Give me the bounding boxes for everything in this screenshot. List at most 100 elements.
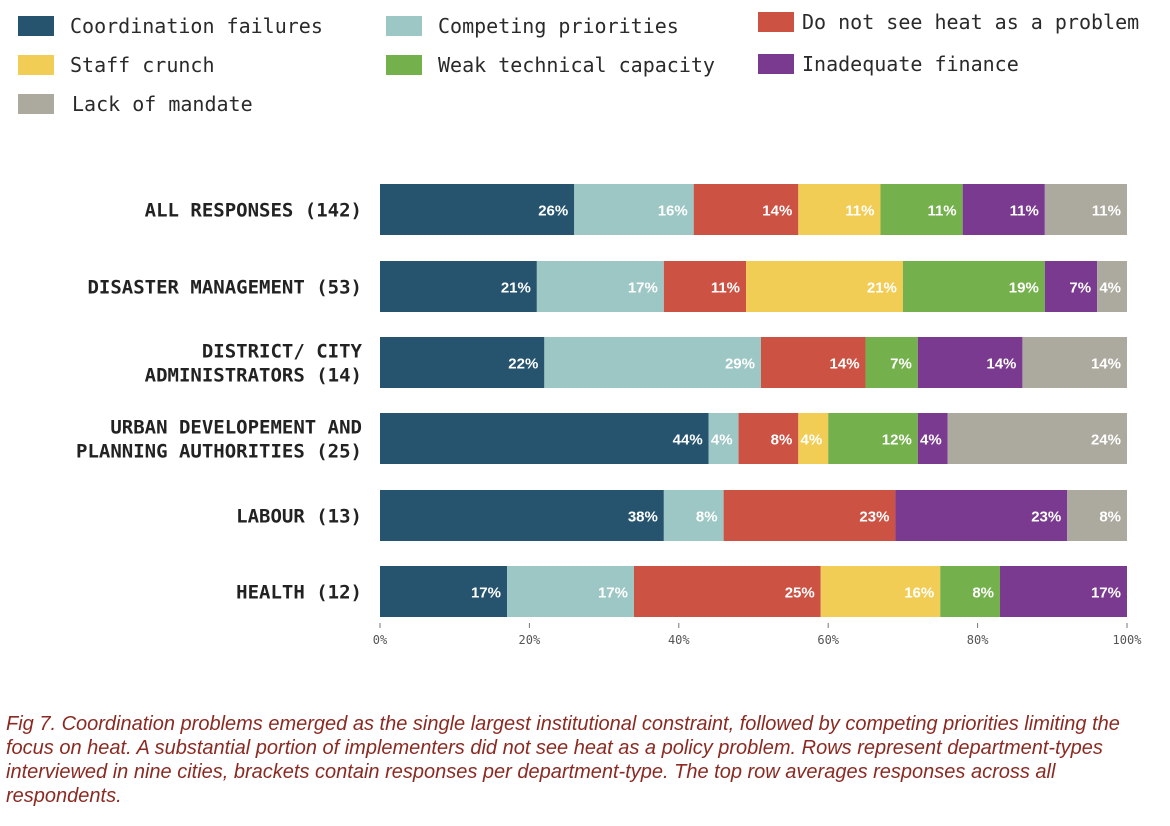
- bar-segment: [380, 337, 545, 388]
- figure-caption: Fig 7. Coordination problems emerged as …: [6, 713, 1120, 807]
- legend-label: Lack of mandate: [72, 92, 253, 116]
- bar-value-label: 23%: [859, 509, 889, 526]
- row-label: ALL RESPONSES (142): [145, 200, 362, 222]
- legend-item-competing-priorities: Competing priorities: [386, 14, 679, 38]
- legend-label: Inadequate finance: [802, 52, 1019, 76]
- bar-segment: [536, 261, 664, 312]
- legend-item-inadequate-finance: Inadequate finance: [758, 52, 1019, 76]
- row-label-line: ADMINISTRATORS (14): [145, 365, 362, 387]
- bar-segment: [723, 490, 896, 541]
- legend-swatch: [758, 12, 794, 32]
- legend-item-not-a-problem: Do not see heat as a problem: [758, 10, 1139, 34]
- bar-value-label: 21%: [867, 280, 897, 297]
- legend-swatch: [386, 55, 422, 75]
- bar-value-label: 4%: [711, 432, 733, 449]
- row-label: LABOUR (13): [236, 506, 362, 528]
- bar-segment: [708, 413, 739, 464]
- bar-segment: [828, 413, 918, 464]
- x-tick-label: 100%: [1113, 633, 1143, 647]
- bar-value-label: 4%: [801, 432, 823, 449]
- x-tick-label: 60%: [817, 633, 839, 647]
- bar-segment: [880, 184, 963, 235]
- legend-swatch: [18, 94, 54, 114]
- row-label-line: HEALTH (12): [236, 582, 362, 604]
- legend-label: Staff crunch: [70, 53, 215, 77]
- bar-value-label: 25%: [785, 585, 815, 602]
- bar-value-label: 4%: [920, 432, 942, 449]
- bar-segment: [1067, 490, 1127, 541]
- bar-value-label: 38%: [628, 509, 658, 526]
- bar-segment: [798, 413, 829, 464]
- bar-segment: [380, 184, 575, 235]
- bar-value-label: 17%: [598, 585, 628, 602]
- bar-segment: [1044, 261, 1098, 312]
- legend-swatch: [758, 54, 794, 74]
- bar-value-label: 16%: [904, 585, 934, 602]
- x-tick-label: 40%: [668, 633, 690, 647]
- bar-segment: [947, 413, 1127, 464]
- bar-value-label: 8%: [1099, 509, 1121, 526]
- bar-value-label: 14%: [830, 356, 860, 373]
- bar-value-label: 17%: [471, 585, 501, 602]
- bar-segment: [380, 490, 664, 541]
- legend-item-coordination-failures: Coordination failures: [18, 14, 323, 38]
- bar-value-label: 4%: [1099, 280, 1121, 297]
- legend-label: Weak technical capacity: [438, 53, 715, 77]
- bar-value-label: 21%: [501, 280, 531, 297]
- bar-value-label: 19%: [1009, 280, 1039, 297]
- row-label: DISASTER MANAGEMENT (53): [87, 277, 362, 299]
- bar-segment: [917, 337, 1023, 388]
- bar-value-label: 11%: [1092, 203, 1121, 220]
- bar-segment: [633, 566, 821, 617]
- bar-value-label: 7%: [1069, 280, 1091, 297]
- bar-segment: [1044, 184, 1127, 235]
- bar-segment: [917, 413, 948, 464]
- bar-value-label: 14%: [1091, 356, 1121, 373]
- row-label: URBAN DEVELOPEMENT AND PLANNING AUTHORITI…: [76, 417, 362, 463]
- bar-segment: [574, 184, 694, 235]
- x-tick-label: 0%: [373, 633, 388, 647]
- bar-segment: [544, 337, 761, 388]
- bar-segment: [865, 337, 918, 388]
- bar-value-label: 11%: [711, 280, 740, 297]
- bar-segment: [380, 566, 507, 617]
- bar-segment: [962, 184, 1045, 235]
- legend-swatch: [386, 16, 422, 36]
- bar-value-label: 8%: [972, 585, 994, 602]
- x-tick-label: 20%: [519, 633, 541, 647]
- bar-value-label: 17%: [1091, 585, 1121, 602]
- x-tick-label: 80%: [967, 633, 989, 647]
- bar-value-label: 14%: [986, 356, 1016, 373]
- bar-value-label: 23%: [1031, 509, 1061, 526]
- bar-segment: [746, 261, 903, 312]
- row-label-line: PLANNING AUTHORITIES (25): [76, 441, 362, 463]
- bar-segment: [693, 184, 799, 235]
- bar-segment: [902, 261, 1045, 312]
- legend-item-weak-technical-capacity: Weak technical capacity: [386, 53, 715, 77]
- bar-value-label: 11%: [927, 203, 956, 220]
- chart-legend: Coordination failures Competing prioriti…: [0, 0, 1170, 130]
- legend-label: Do not see heat as a problem: [802, 10, 1140, 34]
- bar-segment: [820, 566, 941, 617]
- bar-segment: [1022, 337, 1127, 388]
- bar-value-label: 26%: [538, 203, 568, 220]
- stacked-bar-chart: ALL RESPONSES (142) 26% 16% 14% 11% 11% 11% 11%…: [76, 184, 1143, 647]
- legend-item-staff-crunch: Staff crunch: [18, 53, 215, 77]
- row-label-line: LABOUR (13): [236, 506, 362, 528]
- bar-value-label: 11%: [845, 203, 874, 220]
- bar-segment: [738, 413, 799, 464]
- row-label-line: URBAN DEVELOPEMENT AND: [110, 417, 362, 439]
- bar-value-label: 16%: [658, 203, 688, 220]
- row-label: DISTRICT/ CITY ADMINISTRATORS (14): [145, 341, 363, 387]
- bar-value-label: 7%: [890, 356, 912, 373]
- bar-value-label: 14%: [762, 203, 792, 220]
- row-label-line: ALL RESPONSES (142): [145, 200, 362, 222]
- bar-value-label: 17%: [628, 280, 658, 297]
- bar-value-label: 22%: [508, 356, 538, 373]
- legend-item-lack-of-mandate: Lack of mandate: [18, 92, 253, 116]
- bar-segment: [380, 413, 709, 464]
- bar-value-label: 44%: [673, 432, 703, 449]
- bar-segment: [663, 490, 724, 541]
- bar-value-label: 11%: [1010, 203, 1039, 220]
- legend-swatch: [18, 55, 54, 75]
